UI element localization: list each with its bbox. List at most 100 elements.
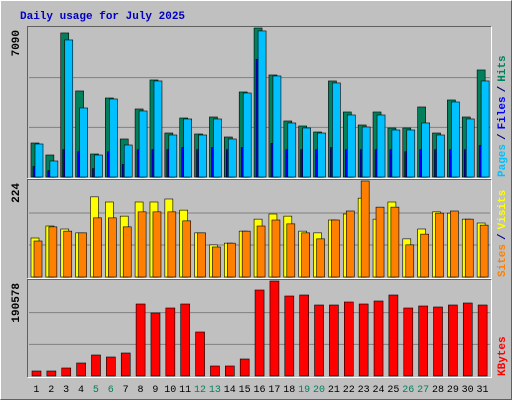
legend-entry: Pages: [497, 144, 509, 177]
bar: [153, 80, 163, 178]
plot-bevel-dark: [27, 26, 492, 179]
bar: [346, 114, 356, 178]
bar: [361, 126, 371, 178]
bar: [435, 212, 444, 278]
bar: [227, 242, 236, 278]
plot-bevel-light: [27, 179, 492, 279]
bar: [195, 331, 205, 377]
bar: [213, 118, 222, 178]
bar: [180, 303, 191, 377]
bar: [373, 300, 384, 377]
x-tick-label: 30: [462, 385, 474, 396]
x-tick-label: 9: [152, 385, 158, 396]
bar: [436, 134, 445, 178]
x-tick-label: 1: [33, 385, 39, 396]
bar: [450, 210, 459, 278]
bar: [212, 246, 221, 278]
bar: [462, 302, 473, 377]
bar: [182, 220, 192, 278]
bar: [302, 127, 311, 178]
x-tick-label: 4: [78, 385, 84, 396]
bar: [317, 132, 326, 178]
bar: [165, 307, 176, 377]
bar: [49, 160, 59, 178]
bar: [477, 304, 488, 377]
bar: [403, 307, 414, 377]
bar: [345, 210, 355, 278]
bar: [135, 303, 146, 377]
bar: [239, 358, 250, 377]
bar: [480, 80, 490, 178]
bar: [34, 143, 44, 178]
y-tick-label: 224: [11, 183, 23, 203]
chart-title: Daily usage for July 2025: [20, 11, 185, 23]
x-tick-label: 22: [343, 385, 355, 396]
bar: [420, 233, 429, 278]
x-tick-label: 23: [358, 385, 370, 396]
x-tick-label: 20: [313, 385, 325, 396]
bar: [406, 129, 416, 178]
bar: [61, 367, 72, 377]
bar: [316, 238, 325, 278]
bar: [94, 154, 103, 178]
x-tick-label: 3: [63, 385, 69, 396]
legend-separator: /: [497, 233, 509, 240]
bar: [284, 295, 295, 377]
x-tick-label: 26: [402, 385, 414, 396]
plot-bevel-light: [27, 279, 492, 378]
bar: [33, 240, 43, 278]
bar: [269, 280, 280, 377]
bar: [93, 217, 102, 278]
bar: [448, 304, 458, 377]
x-tick-label: 27: [417, 385, 429, 396]
bar: [286, 223, 296, 278]
bar: [464, 218, 474, 278]
y-tick-label: 7090: [11, 30, 23, 56]
bar: [76, 362, 86, 377]
bar: [256, 225, 266, 278]
bar: [197, 232, 206, 278]
bar: [375, 206, 385, 278]
x-tick-label: 25: [387, 385, 399, 396]
bar: [122, 226, 132, 278]
bar: [254, 289, 265, 377]
bar: [46, 370, 57, 377]
bar: [388, 294, 399, 377]
x-tick-label: 10: [164, 385, 176, 396]
x-tick-label: 31: [477, 385, 489, 396]
bar: [451, 101, 460, 178]
bar: [150, 312, 161, 377]
x-tick-label: 12: [194, 385, 206, 396]
legend: Pages / Files / Hits: [497, 55, 509, 177]
bar: [109, 98, 118, 178]
bar: [390, 206, 400, 278]
legend-entry: Hits: [497, 55, 509, 81]
bar: [358, 303, 369, 377]
legend: KBytes: [497, 336, 509, 376]
legend: Sites / Visits: [497, 190, 509, 277]
bar: [137, 211, 147, 278]
bar: [138, 110, 148, 178]
bar: [287, 122, 297, 178]
bar: [78, 232, 87, 278]
x-tick-label: 24: [372, 385, 384, 396]
x-tick-label: 7: [123, 385, 129, 396]
bar: [120, 352, 131, 377]
bar: [168, 134, 178, 178]
bar: [79, 107, 88, 178]
plot-bevel-dark: [27, 279, 492, 378]
bar: [210, 365, 220, 377]
bar: [343, 301, 354, 377]
bar: [329, 304, 339, 377]
x-tick-label: 5: [93, 385, 99, 396]
x-tick-label: 13: [209, 385, 221, 396]
bar: [271, 219, 281, 278]
bar: [108, 217, 117, 278]
bar: [31, 370, 42, 377]
bar: [433, 306, 443, 377]
bar: [418, 305, 428, 377]
plot-bevel-light: [27, 26, 492, 179]
bar: [376, 114, 386, 178]
